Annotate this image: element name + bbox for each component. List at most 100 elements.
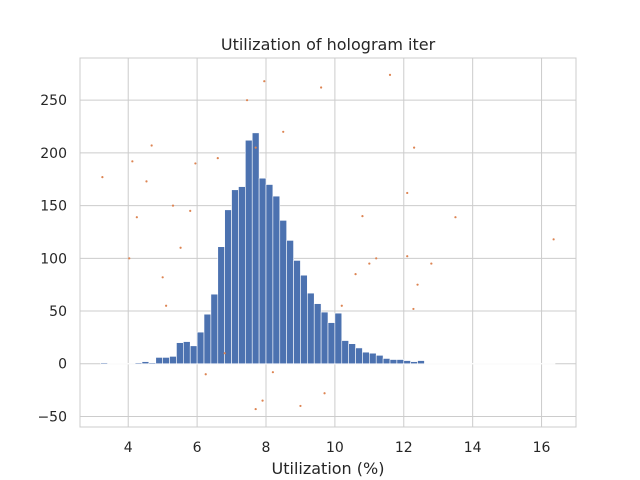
histogram-bar (320, 311, 329, 365)
scatter-point (368, 262, 371, 265)
histogram-bar (162, 357, 170, 365)
histogram-bar (279, 220, 287, 365)
histogram-bar (238, 186, 246, 365)
scatter-point (171, 204, 175, 207)
x-tick-label: 4 (124, 440, 133, 456)
grid (80, 58, 576, 427)
scatter-point (416, 283, 419, 286)
y-tick-label: 0 (58, 357, 67, 373)
y-tick-label: 50 (49, 304, 67, 320)
x-tick-label: 6 (193, 440, 202, 456)
scatter-points (101, 73, 555, 411)
scatter-point (131, 160, 134, 163)
scatter-point (223, 352, 226, 355)
scatter-point (216, 157, 219, 160)
histogram-bar (176, 342, 184, 365)
scatter-point (271, 371, 274, 374)
plot-frame (79, 57, 577, 428)
scatter-point (261, 399, 264, 402)
scatter-point (179, 246, 182, 249)
scatter-point (412, 307, 415, 311)
scatter-point (375, 257, 378, 260)
histogram-bar (327, 322, 336, 365)
histogram-bar (183, 341, 191, 365)
y-tick-label: 200 (40, 146, 67, 162)
scatter-point (161, 276, 164, 279)
scatter-point (263, 80, 266, 83)
histogram-bar (245, 139, 253, 365)
histogram-bar (313, 303, 322, 365)
histogram-bar (265, 184, 274, 365)
histogram-bar (100, 362, 108, 365)
histogram-bar (389, 359, 398, 365)
scatter-point (552, 238, 555, 241)
histogram-bars (100, 132, 556, 365)
scatter-point (194, 162, 197, 165)
axis-ticks: 4 6 8 10 12 14 16 −50 0 50 100 150 200 250 (37, 93, 550, 456)
scatter-point (135, 216, 138, 219)
histogram-bar (375, 355, 384, 365)
scatter-point (406, 255, 409, 258)
histogram-bar (141, 361, 150, 365)
scatter-point (254, 146, 257, 149)
scatter-point (413, 146, 416, 149)
histogram-bar (334, 312, 343, 365)
histogram-bar (210, 293, 219, 365)
histogram-bar (396, 359, 405, 365)
y-tick-label: 250 (40, 93, 67, 109)
histogram-bar (410, 361, 418, 365)
scatter-point (101, 176, 104, 179)
scatter-point (354, 273, 357, 276)
histogram-bar (362, 351, 370, 365)
scatter-point (454, 216, 457, 219)
x-axis-label: Utilization (%) (272, 459, 385, 478)
scatter-point (245, 99, 249, 102)
histogram-bar (355, 347, 363, 365)
scatter-point (145, 180, 148, 183)
histogram-bar (203, 313, 212, 365)
scatter-point (406, 191, 409, 195)
scatter-point (320, 86, 323, 89)
histogram-bar (231, 189, 239, 365)
x-tick-label: 16 (533, 440, 551, 456)
scatter-point (128, 257, 131, 260)
histogram-bar (348, 343, 356, 365)
x-tick-label: 14 (464, 440, 482, 456)
chart-title: Utilization of hologram iter (221, 35, 436, 54)
histogram-bar (382, 358, 391, 365)
scatter-point (430, 262, 433, 265)
x-tick-label: 12 (395, 440, 413, 456)
x-tick-label: 8 (262, 440, 271, 456)
histogram-bar (155, 357, 163, 365)
scatter-point (189, 209, 192, 212)
histogram-bar (148, 362, 157, 365)
x-tick-label: 10 (326, 440, 344, 456)
histogram-bar (403, 360, 411, 365)
scatter-point (165, 304, 168, 307)
histogram-bar (300, 274, 308, 365)
histogram-bar (258, 177, 267, 365)
scatter-point (323, 392, 326, 395)
histogram-bar (224, 209, 232, 365)
histogram-bar (417, 360, 425, 365)
histogram-bar (369, 352, 377, 365)
scatter-point (361, 215, 364, 218)
histogram-bar (217, 246, 225, 365)
scatter-point (299, 404, 302, 408)
y-tick-label: 100 (40, 251, 67, 267)
scatter-point (282, 130, 285, 133)
scatter-point (388, 73, 392, 76)
histogram-bar (196, 331, 205, 365)
histogram-bar (307, 292, 315, 365)
scatter-point (340, 304, 343, 307)
histogram-bar (134, 362, 143, 365)
histogram-bar (293, 260, 301, 365)
histogram-bar (272, 195, 281, 365)
histogram-bar (341, 340, 349, 365)
histogram-bar (251, 132, 260, 365)
histogram-bar (286, 240, 294, 365)
scatter-point (254, 407, 257, 411)
histogram-bar (189, 345, 198, 365)
